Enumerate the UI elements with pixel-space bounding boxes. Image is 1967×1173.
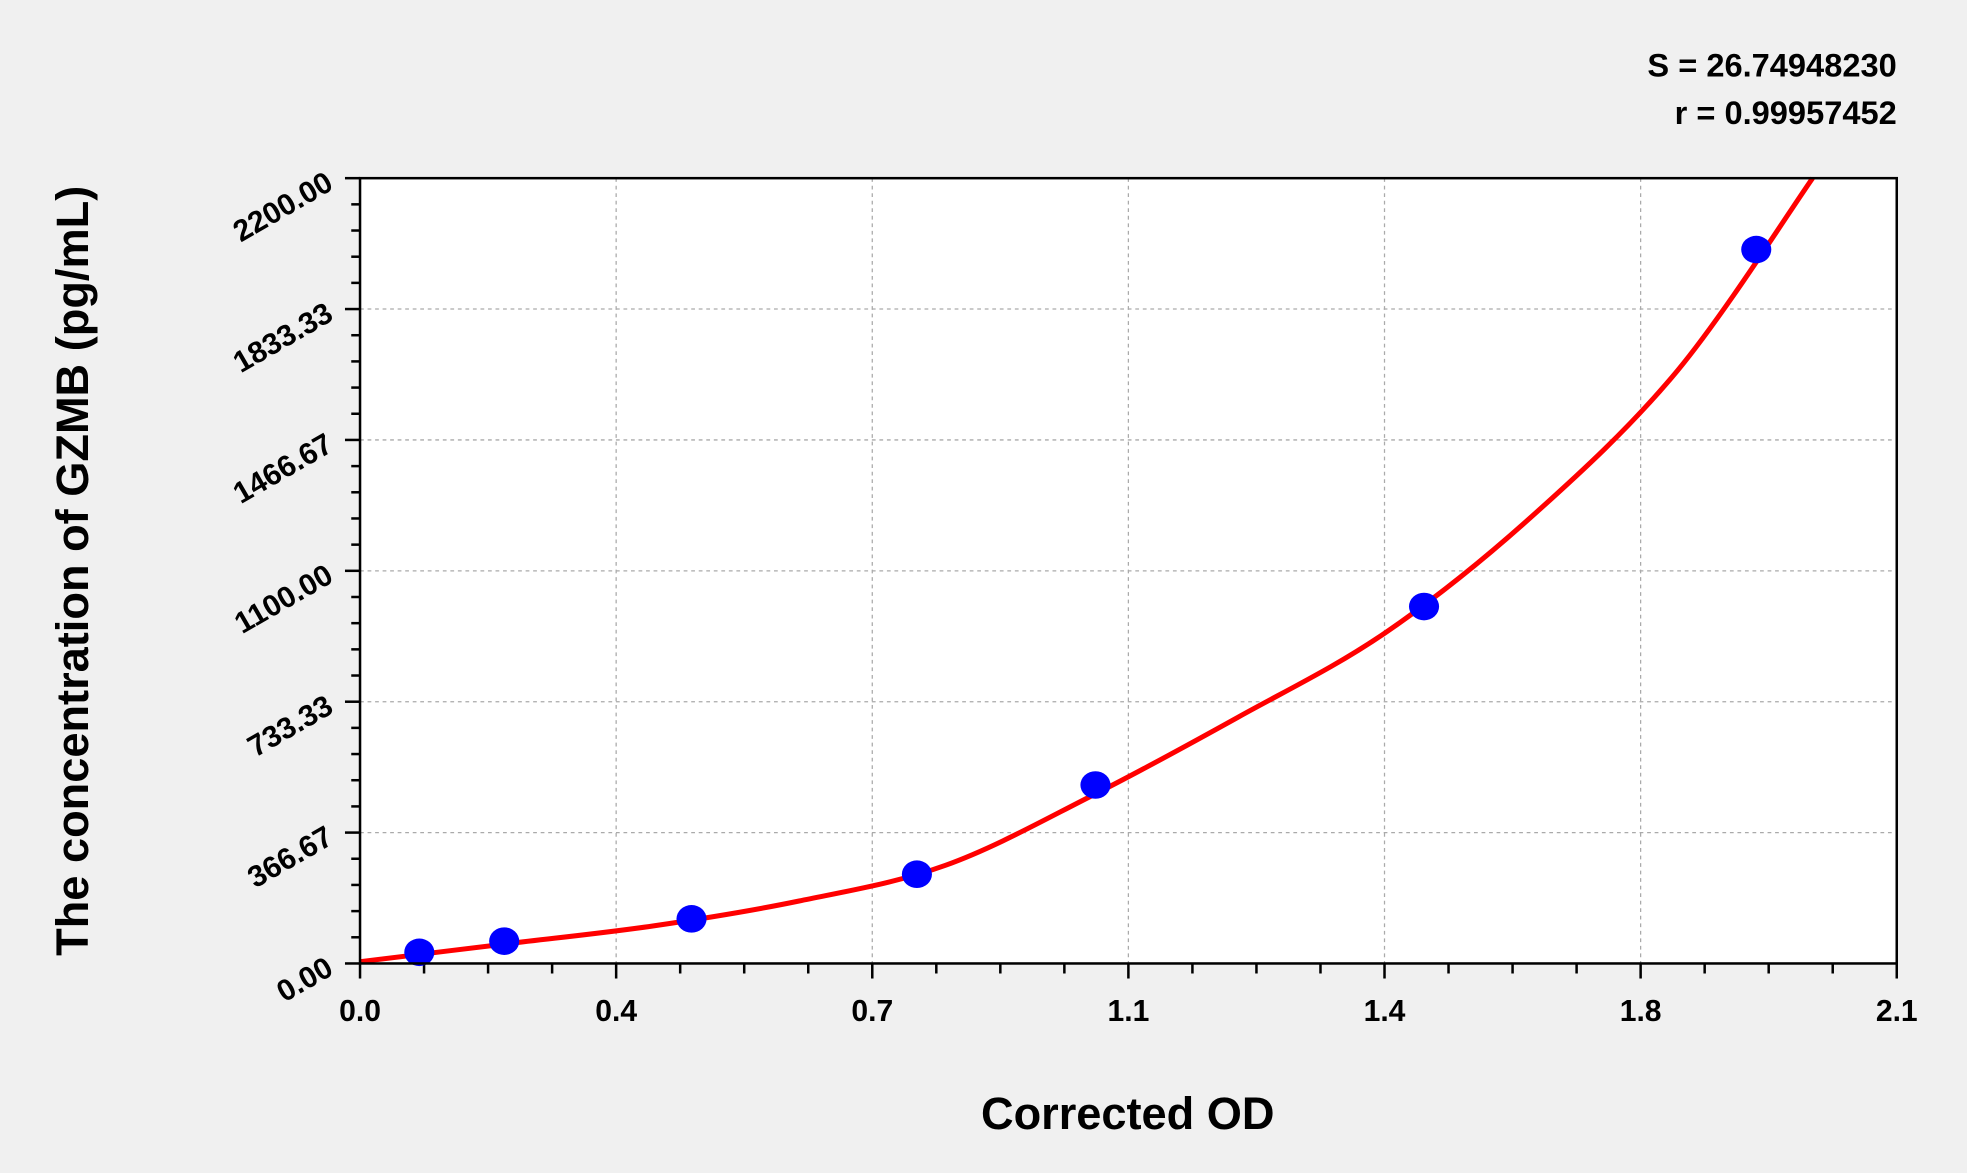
x-tick-label: 1.8 (1620, 995, 1662, 1028)
x-axis-label: Corrected OD (981, 1088, 1275, 1139)
x-tick-label: 0.4 (595, 995, 637, 1028)
stat-r: r = 0.99957452 (1675, 94, 1897, 131)
y-tick-label: 366.67 (242, 820, 338, 895)
y-tick-label: 1100.00 (229, 558, 338, 640)
data-point (901, 860, 932, 889)
data-point (404, 938, 435, 967)
fit-curve-group (359, 176, 1815, 965)
data-point (1408, 592, 1440, 621)
x-tick-label: 1.4 (1364, 995, 1406, 1028)
plot-frame (358, 176, 1899, 965)
stat-s: S = 26.74948230 (1647, 47, 1896, 84)
y-axis-label: The concentration of GZMB (pg/mL) (47, 186, 98, 956)
y-tick-label: 0.00 (271, 951, 338, 1009)
x-tick-label: 2.1 (1876, 995, 1918, 1028)
data-points (404, 235, 1772, 967)
y-tick-label: 1833.33 (228, 297, 339, 380)
y-tick-label: 733.33 (242, 689, 338, 764)
x-tick-label: 0.7 (851, 995, 893, 1028)
grid (360, 178, 1897, 964)
x-tick-label: 0.0 (339, 995, 381, 1028)
data-point (1741, 235, 1772, 264)
fit-curve (359, 176, 1815, 965)
y-tick-label: 1466.67 (228, 427, 339, 510)
data-point (489, 927, 520, 955)
x-tick-label: 1.1 (1107, 995, 1149, 1028)
y-tick-label: 2200.00 (228, 166, 339, 249)
data-point (676, 905, 707, 933)
data-point (1080, 771, 1111, 799)
